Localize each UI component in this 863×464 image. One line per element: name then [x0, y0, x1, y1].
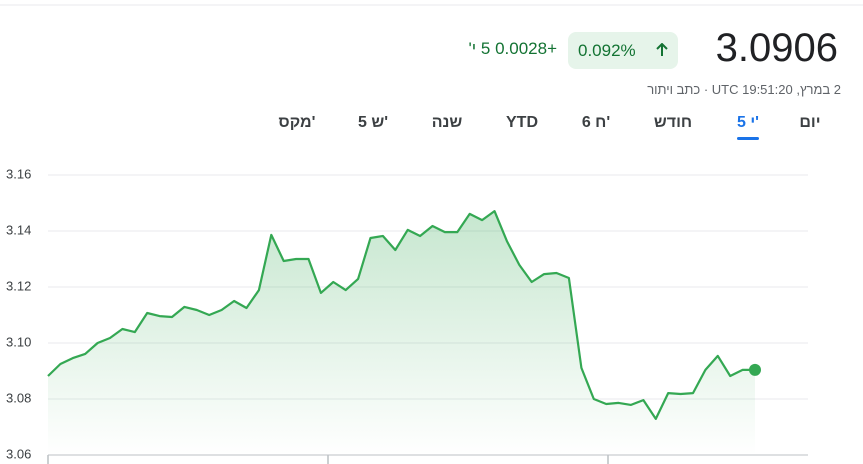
y-tick-label: 3.16 — [6, 166, 31, 181]
end-dot — [749, 363, 761, 376]
y-tick-label: 3.14 — [6, 222, 31, 237]
y-tick-label: 3.08 — [6, 390, 31, 405]
y-tick-label: 3.10 — [6, 334, 31, 349]
range-tab[interactable]: שנה — [431, 114, 463, 131]
range-tab[interactable]: 5 י' — [737, 114, 759, 131]
period: 5 י' — [468, 39, 491, 58]
price-line — [47, 210, 755, 420]
y-tick-label: 3.12 — [6, 278, 31, 293]
range-tab[interactable]: YTD — [506, 114, 538, 131]
time-row: 2 במרץ, UTC 19:51:20 · כתב ויתור — [647, 82, 841, 97]
change-badge: 0.092% — [568, 32, 678, 69]
range-tab[interactable]: יום — [799, 114, 821, 131]
change: +0.0028 — [495, 39, 557, 58]
disclaimer[interactable]: כתב ויתור — [647, 82, 701, 97]
change-percent: 0.092% — [578, 41, 636, 60]
range-tab[interactable]: מקס' — [278, 114, 316, 131]
y-tick-label: 3.06 — [6, 446, 31, 461]
range-tab[interactable]: חודש — [653, 114, 693, 131]
range-tab[interactable]: 6 ח' — [581, 114, 611, 131]
active-underline — [737, 137, 759, 140]
timestamp: 2 במרץ, UTC 19:51:20 — [711, 82, 841, 97]
up-arrow — [656, 43, 668, 56]
price: 3.0906 — [715, 26, 838, 70]
range-tab[interactable]: 5 ש' — [357, 114, 389, 131]
change-row: +0.0028 5 י' — [468, 39, 557, 59]
area — [48, 211, 755, 455]
